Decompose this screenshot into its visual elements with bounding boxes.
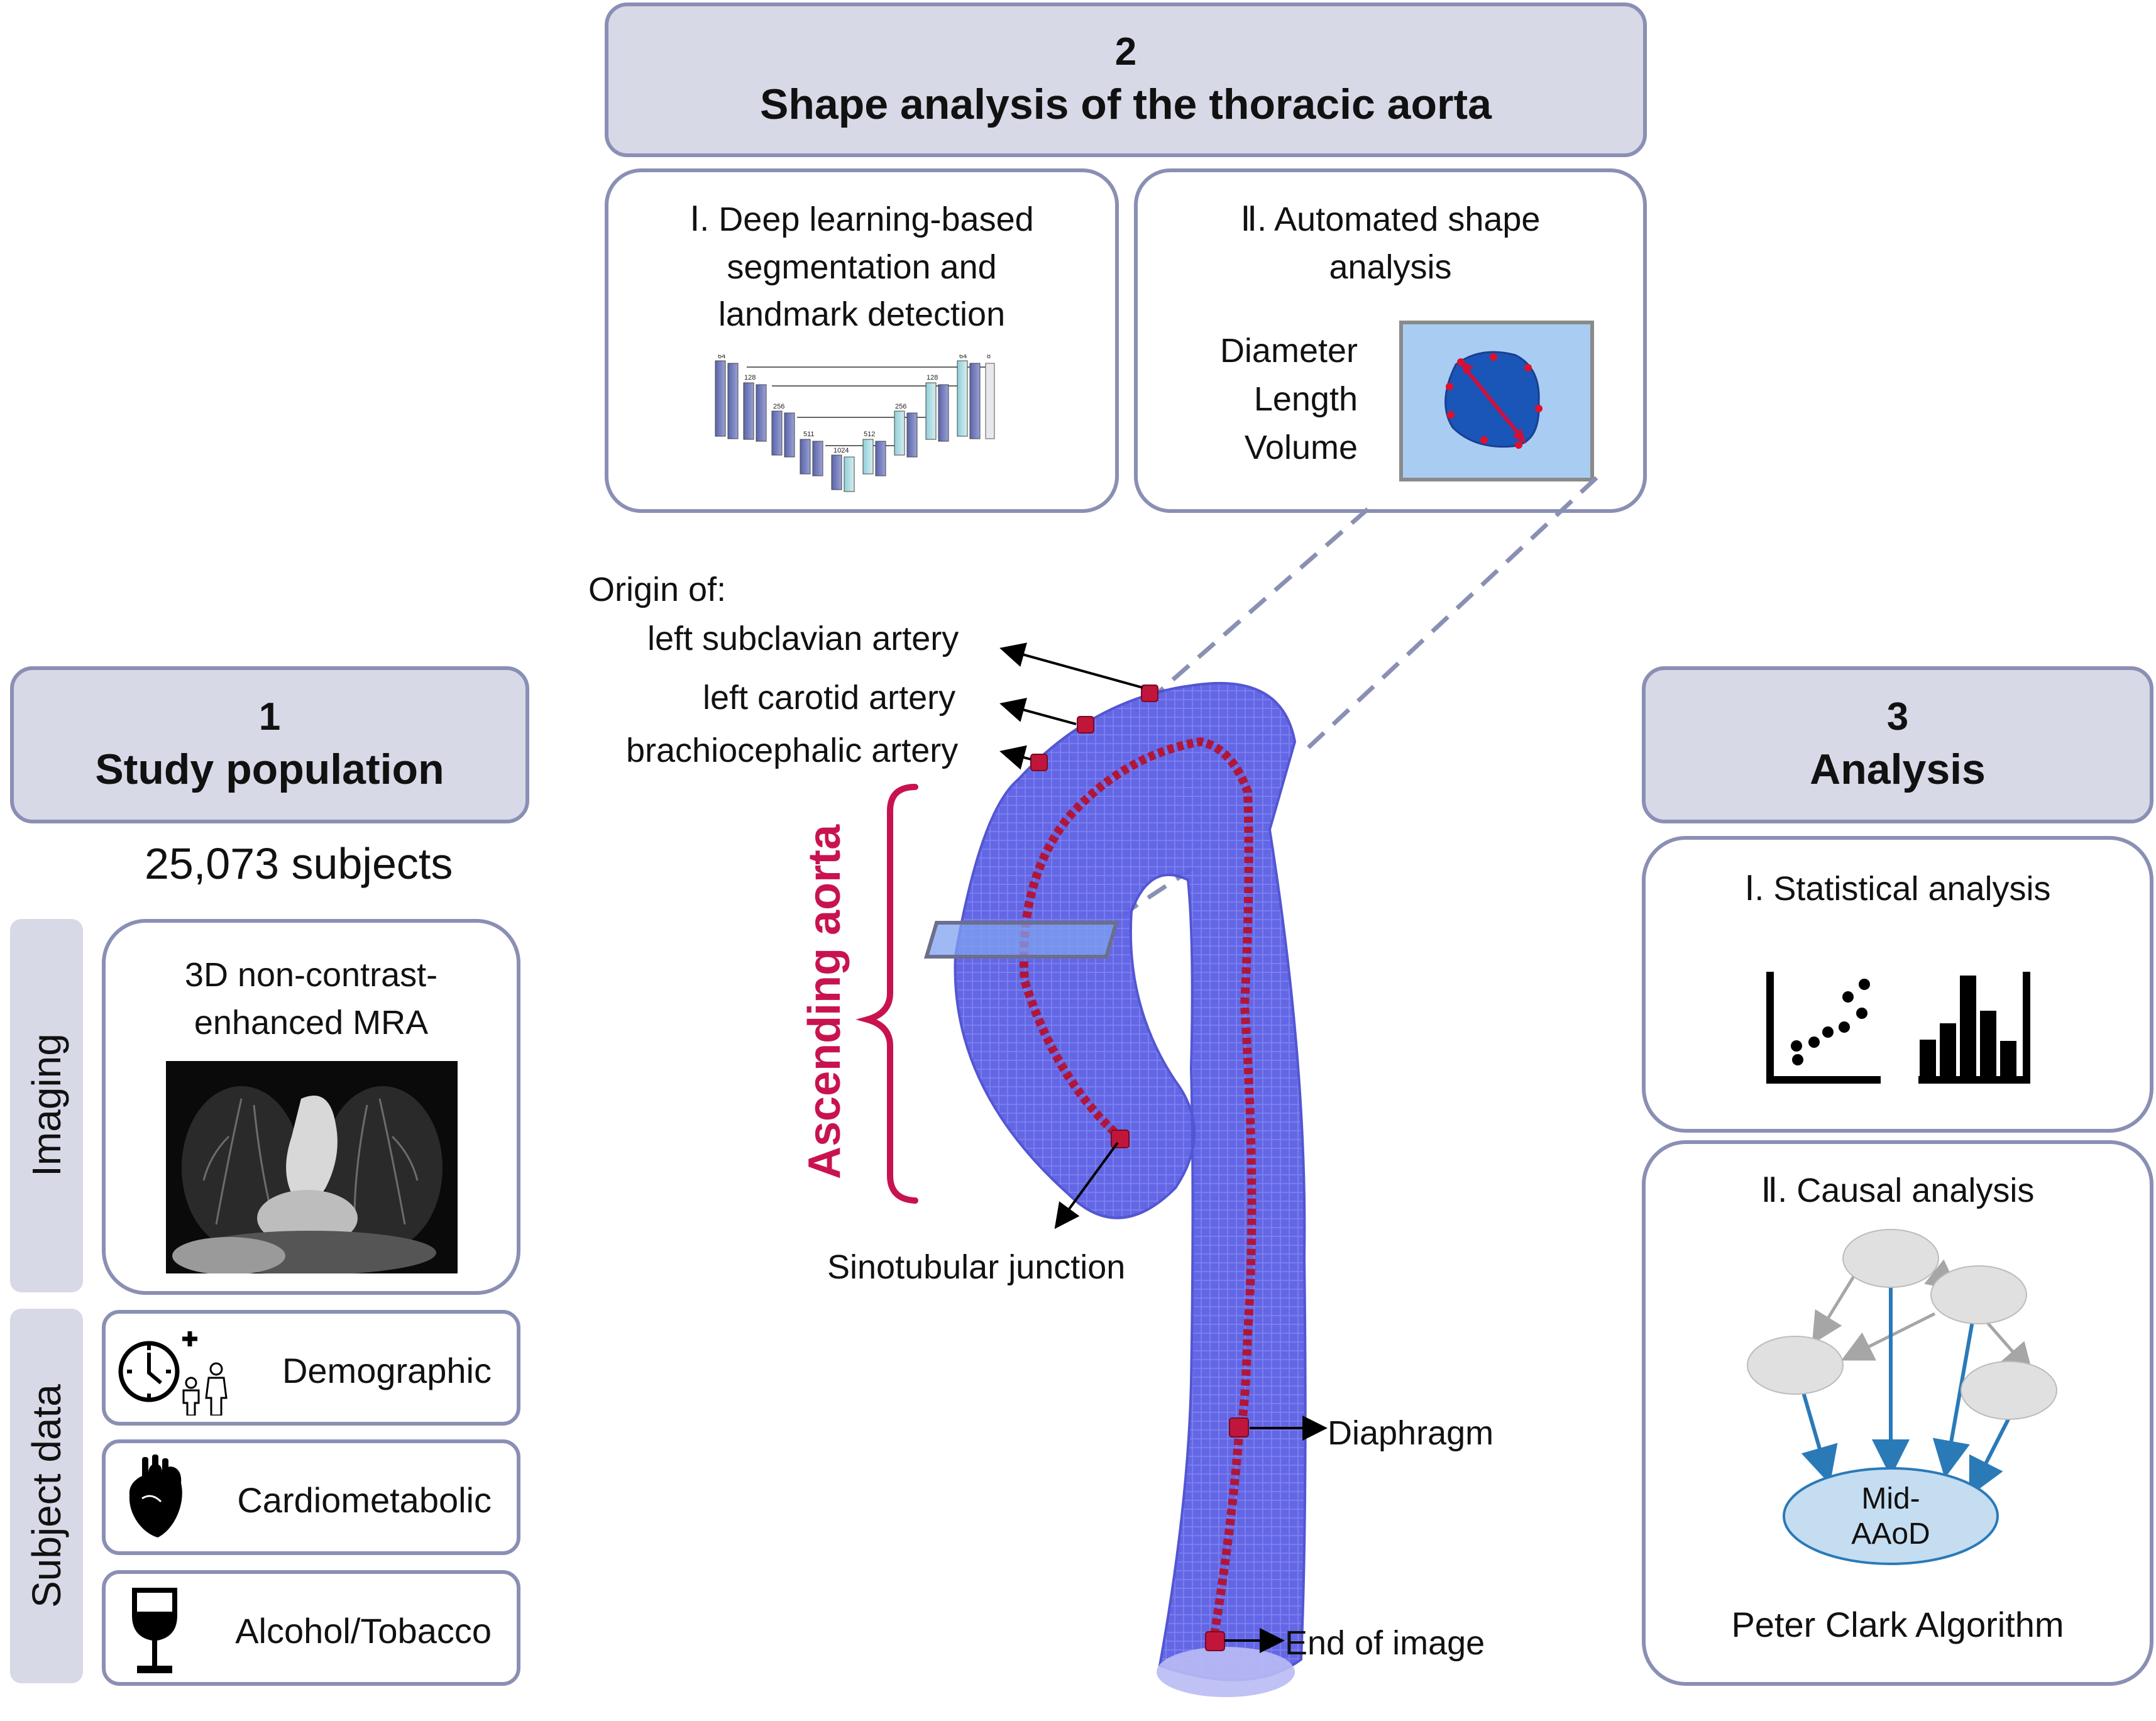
mra-image [166,1061,458,1273]
ascending-aorta-brace [855,784,918,1204]
unet-label: 64 [959,355,967,360]
measure-length: Length [1253,380,1358,418]
left-subclavian-label: left subclavian artery [647,620,959,657]
unet-label: 256 [895,403,906,410]
step3-title: Analysis [1810,745,1986,793]
shape-analysis-title-line2: analysis [1329,248,1452,286]
sinotubular-junction-label: Sinotubular junction [827,1248,1125,1286]
causal-analysis-title: Ⅱ. Causal analysis [1761,1172,2035,1209]
shape-analysis-title-line1: Ⅱ. Automated shape [1240,201,1541,238]
mid-aaod-node-label-line1: Mid- [1861,1482,1920,1515]
unet-label: 511 [803,431,815,438]
cardiometabolic-item: Cardiometabolic [102,1439,520,1555]
segmentation-title-line1: Ⅰ. Deep learning-based [690,201,1034,238]
cardiometabolic-label: Cardiometabolic [237,1480,492,1520]
unet-label: 64 [718,355,725,360]
alcohol-tobacco-label: Alcohol/Tobacco [235,1611,492,1651]
step2-header: 2 Shape analysis of the thoracic aorta [605,3,1647,157]
origin-of-label: Origin of: [588,571,726,608]
alcohol-tobacco-item: Alcohol/Tobacco [102,1570,520,1686]
subject-count: 25,073 subjects [145,839,453,888]
step1-header: 1 Study population [10,666,529,823]
step2-title: Shape analysis of the thoracic aorta [760,80,1492,128]
unet-label: 256 [773,403,784,410]
statistical-analysis-title: Ⅰ. Statistical analysis [1744,870,2051,908]
heart-icon [129,1454,182,1537]
causal-analysis-panel: Ⅱ. Causal analysis Mid- AAoD Peter Clark [1642,1140,2153,1686]
ascending-aorta-label: Ascending aorta [800,824,850,1179]
left-carotid-label: left carotid artery [703,679,955,717]
step1-title: Study population [95,745,444,793]
unet-label: 8 [987,355,991,360]
measure-volume: Volume [1244,429,1358,466]
measure-diameter: Diameter [1219,332,1358,370]
step3-number: 3 [1886,695,1909,739]
imaging-title-line1: 3D non-contrast- [184,956,438,994]
segmentation-title-line2: segmentation and [727,248,997,286]
algorithm-label: Peter Clark Algorithm [1731,1605,2064,1644]
segmentation-panel: Ⅰ. Deep learning-based segmentation and … [605,168,1119,513]
diaphragm-label: Diaphragm [1328,1414,1493,1452]
statistical-analysis-panel: Ⅰ. Statistical analysis [1642,836,2153,1133]
scatter-plot-icon [1766,972,1881,1084]
step2-number: 2 [1114,30,1137,74]
unet-label: 1024 [833,447,849,454]
mid-aaod-node-label-line2: AAoD [1851,1517,1930,1551]
imaging-panel: 3D non-contrast- enhanced MRA [102,919,520,1295]
step1-number: 1 [258,695,281,739]
causal-graph: Mid- AAoD [1747,1229,2057,1565]
unet-label: 512 [864,431,875,438]
demographic-item: Demographic [102,1310,520,1426]
end-of-image-label: End of image [1285,1624,1485,1662]
segmentation-title-line3: landmark detection [718,295,1006,334]
clock-people-icon [118,1331,228,1416]
bar-chart-icon [1918,972,2030,1084]
imaging-title-line2: enhanced MRA [194,1003,429,1042]
unet-label: 128 [744,374,756,382]
wine-glass-icon [132,1588,177,1673]
shape-analysis-panel: Ⅱ. Automated shape analysis Diameter Len… [1134,168,1647,513]
step3-header: 3 Analysis [1642,666,2153,823]
cross-section-image [1399,321,1594,481]
brachiocephalic-label: brachiocephalic artery [626,732,958,769]
cross-section-plane [923,921,1119,959]
imaging-sidebar [10,919,83,1292]
subject-data-sidebar [10,1309,83,1683]
unet-label: 128 [927,374,938,382]
demographic-label: Demographic [282,1351,492,1390]
unet-diagram: 64 128 256 511 1024 512 256 128 64 8 [715,355,995,492]
